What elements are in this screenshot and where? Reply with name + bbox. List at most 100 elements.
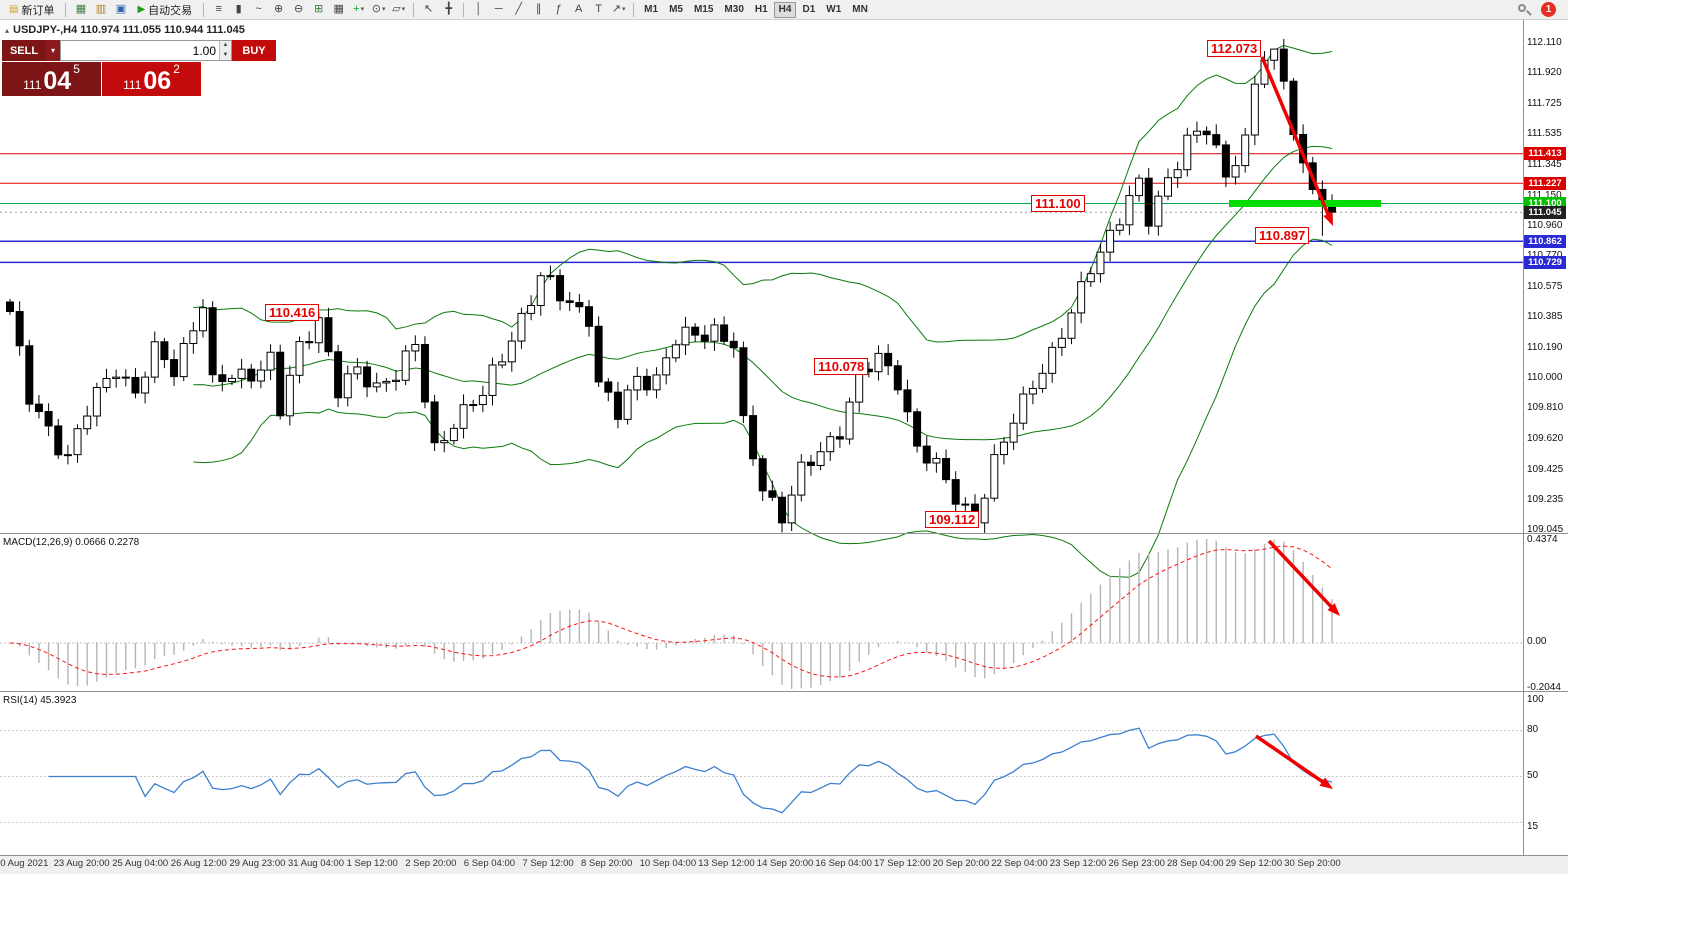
toolbar-separator: [463, 2, 465, 17]
price-tick: 110.575: [1527, 280, 1563, 292]
dropdown-caret-icon: ▾: [382, 6, 386, 13]
price-annotation-110.078[interactable]: 110.078: [814, 358, 869, 375]
time-label: 25 Aug 04:00: [112, 858, 169, 869]
volume-input[interactable]: [61, 41, 219, 60]
time-label: 17 Sep 12:00: [874, 858, 931, 869]
templates-icon[interactable]: ▱ ▾: [392, 3, 406, 15]
rsi-tick: 15: [1527, 821, 1539, 832]
bar-chart-icon[interactable]: ≡: [215, 3, 222, 15]
timeframe-mn[interactable]: MN: [852, 4, 868, 15]
symbol-ohlc-text: USDJPY-,H4 110.974 111.055 110.944 111.0…: [13, 24, 245, 36]
candlestick-chart-icon[interactable]: ▮: [235, 3, 242, 15]
text-label-icon[interactable]: T: [595, 3, 603, 15]
time-label: 8 Sep 20:00: [581, 858, 633, 869]
price-tick: 109.620: [1527, 432, 1564, 444]
price-annotation-109.112[interactable]: 109.112: [925, 511, 980, 528]
price-annotation-112.073[interactable]: 112.073: [1207, 40, 1262, 57]
time-label: 16 Sep 04:00: [815, 858, 872, 869]
sell-price[interactable]: 111 04 5: [2, 62, 101, 96]
bollinger-middle: [193, 145, 1333, 441]
one-click-collapse-icon[interactable]: ▴: [5, 25, 10, 35]
timeframe-d1[interactable]: D1: [802, 4, 816, 15]
separators-layer: [0, 20, 1568, 856]
price-tag-111.227: 111.227: [1524, 176, 1566, 190]
price-tick: 112.110: [1527, 37, 1562, 48]
horizontal-line-icon[interactable]: ─: [494, 3, 503, 15]
periods-icon[interactable]: ⊙ ▾: [371, 3, 386, 15]
dropdown-caret-icon: ▾: [622, 6, 626, 13]
rsi-tick: 100: [1527, 694, 1544, 705]
timeframe-m1[interactable]: M1: [644, 4, 659, 15]
line-chart-icon[interactable]: ~: [255, 3, 262, 15]
new-order-button[interactable]: ▤ 新订单: [3, 1, 60, 18]
search-icon[interactable]: [1518, 4, 1532, 18]
new-chart-icon[interactable]: ▦: [75, 3, 87, 15]
tile-windows-icon[interactable]: ▦: [333, 3, 344, 15]
buy-price[interactable]: 111 06 2: [102, 62, 201, 96]
price-tick: 109.045: [1527, 523, 1564, 535]
dropdown-caret-icon: ▾: [360, 6, 365, 13]
buy-button[interactable]: BUY: [232, 40, 276, 61]
volume-dropdown-caret[interactable]: ▾: [46, 40, 60, 61]
price-tick: 110.770: [1527, 250, 1562, 261]
indicators-icon[interactable]: + ▾: [353, 3, 365, 15]
grid-icon[interactable]: ⊞: [314, 3, 324, 15]
price-tick: 111.535: [1527, 128, 1562, 140]
timeframe-w1[interactable]: W1: [826, 4, 842, 15]
rsi-tick: 50: [1527, 770, 1539, 781]
toolbar-separator: [65, 2, 67, 17]
price-tick: 110.385: [1527, 311, 1563, 323]
price-tick: 109.425: [1527, 463, 1564, 475]
zoom-in-icon[interactable]: ⊕: [274, 3, 284, 15]
time-label: 22 Sep 04:00: [991, 858, 1048, 869]
time-label: 13 Sep 12:00: [698, 858, 755, 869]
autotrading-button[interactable]: ▶ 自动交易: [131, 1, 198, 18]
price-tick: 111.920: [1527, 67, 1562, 79]
price-tick: 111.725: [1527, 98, 1562, 110]
toolbar-separator: [633, 2, 635, 17]
vertical-line-icon[interactable]: │: [475, 3, 483, 15]
timeframe-h1[interactable]: H1: [754, 4, 768, 15]
volume-decrease-icon[interactable]: ▼: [220, 50, 231, 60]
macd-histogram-layer: [18, 539, 1333, 689]
dropdown-caret-icon: ▾: [401, 6, 406, 13]
price-tick: 110.000: [1527, 372, 1563, 384]
price-tick: 109.810: [1527, 402, 1564, 414]
fibonacci-icon[interactable]: ƒ: [555, 3, 562, 15]
macd-down-arrow: [1267, 539, 1336, 612]
arrows-icon[interactable]: ↗ ▾: [611, 3, 626, 15]
price-annotation-110.897[interactable]: 110.897: [1255, 227, 1310, 244]
toolbar-separator: [203, 2, 205, 17]
timeframe-m5[interactable]: M5: [669, 4, 683, 15]
time-label: 7 Sep 12:00: [522, 858, 574, 869]
timeframe-h4[interactable]: H4: [773, 1, 797, 18]
zoom-out-icon[interactable]: ⊖: [294, 3, 304, 15]
cursor-icon[interactable]: ↖: [424, 3, 434, 15]
sell-button[interactable]: SELL: [2, 40, 46, 61]
time-label: 23 Aug 20:00: [53, 858, 110, 869]
notification-badge[interactable]: 1: [1541, 2, 1556, 17]
bollinger-lower: [193, 238, 1333, 578]
trendline-icon[interactable]: ╱: [515, 3, 522, 15]
price-down-arrow-head: [1323, 212, 1333, 226]
rsi-down-arrow: [1255, 734, 1328, 786]
price-tag-110.862: 110.862: [1524, 234, 1566, 248]
volume-increase-icon[interactable]: ▲: [220, 41, 231, 51]
text-icon[interactable]: A: [574, 3, 583, 15]
time-axis[interactable]: [0, 856, 1568, 874]
market-watch-icon[interactable]: ▣: [115, 3, 127, 15]
price-annotation-111.100[interactable]: 111.100: [1031, 195, 1085, 212]
crosshair-icon[interactable]: ╋: [445, 3, 452, 15]
timeframe-m15[interactable]: M15: [693, 4, 714, 15]
price-annotation-110.416[interactable]: 110.416: [265, 304, 320, 321]
bollinger-bands-layer: [193, 44, 1333, 578]
profiles-icon[interactable]: ▥: [95, 3, 107, 15]
time-label: 14 Sep 20:00: [756, 858, 814, 869]
macd-signal-line: [9, 545, 1333, 678]
candles-layer: [6, 38, 1337, 533]
channel-icon[interactable]: ∥: [535, 3, 542, 15]
timeframe-m30[interactable]: M30: [724, 4, 744, 15]
hlines-layer: [0, 153, 1523, 264]
